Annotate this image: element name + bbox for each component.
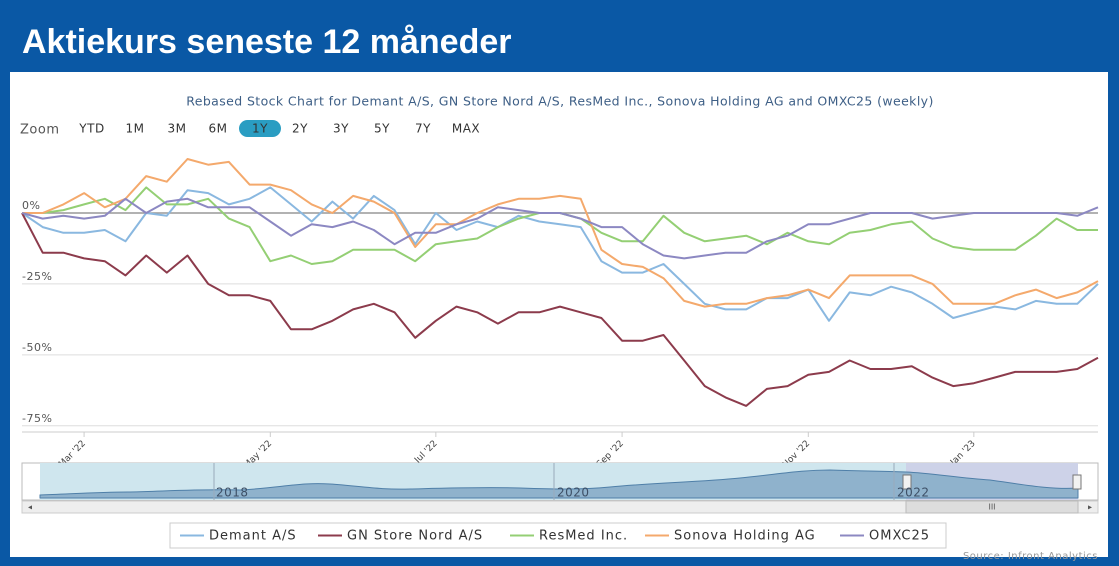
zoom-button-selected[interactable] — [239, 120, 281, 137]
y-tick-label: 0% — [22, 199, 40, 212]
navigator-label: 2020 — [557, 486, 590, 500]
legend-label[interactable]: ResMed Inc. — [539, 529, 628, 544]
zoom-button[interactable]: 3Y — [333, 122, 349, 136]
source: Source: Infront Analytics — [963, 551, 1098, 562]
navigator-labels: 2018 2020 2022 — [216, 486, 930, 500]
series-line — [22, 158, 1099, 308]
zoom-buttons: YTD 1M 3M 6M 1Y 2Y 3Y 5Y 7Y MAX — [78, 120, 480, 137]
zoom-button[interactable]: YTD — [78, 122, 104, 136]
zoom-button[interactable]: 5Y — [374, 122, 390, 136]
zoom-button[interactable]: 2Y — [292, 122, 308, 136]
y-tick-label: -75% — [22, 412, 52, 425]
zoom-button[interactable]: 3M — [168, 122, 187, 136]
zoom-button[interactable]: 6M — [209, 122, 228, 136]
navigator-label: 2022 — [897, 486, 930, 500]
legend: Demant A/S GN Store Nord A/S ResMed Inc. So… — [180, 529, 930, 544]
legend-label[interactable]: GN Store Nord A/S — [347, 529, 483, 544]
legend-label[interactable]: Demant A/S — [209, 529, 297, 544]
y-tick-label: -50% — [22, 341, 52, 354]
zoom-button[interactable]: 1Y — [252, 122, 268, 136]
zoom-label: Zoom — [20, 123, 59, 138]
series-line — [21, 212, 1099, 407]
lines — [21, 158, 1099, 407]
zoom-button[interactable]: MAX — [452, 122, 480, 136]
legend-label[interactable]: Sonova Holding AG — [674, 529, 816, 544]
series-line — [21, 186, 1099, 322]
series-line — [21, 197, 1099, 260]
navigator: III ◂ ▸ — [21, 462, 1099, 514]
zoom-button[interactable]: 1M — [126, 122, 145, 136]
scrollbar[interactable] — [21, 500, 1099, 514]
navigator-label: 2018 — [216, 486, 249, 500]
legend-box — [169, 522, 947, 549]
chart-title: Rebased Stock Chart for Demant A/S, GN S… — [186, 94, 934, 109]
y-tick-label: -25% — [22, 270, 52, 283]
scroll-left[interactable]: ◂ — [28, 503, 32, 512]
scrollbar-grip: III — [988, 503, 995, 512]
scrollbar-thumb[interactable] — [905, 500, 1079, 514]
zoom-button[interactable]: 7Y — [415, 122, 431, 136]
page-title: Aktiekurs seneste 12 måneder — [22, 23, 511, 61]
navigator-handle[interactable] — [1072, 474, 1082, 490]
navigator-area — [39, 469, 1079, 499]
scroll-right[interactable]: ▸ — [1088, 503, 1092, 512]
navigator-handle[interactable] — [902, 474, 912, 490]
legend-label[interactable]: OMXC25 — [869, 529, 930, 544]
